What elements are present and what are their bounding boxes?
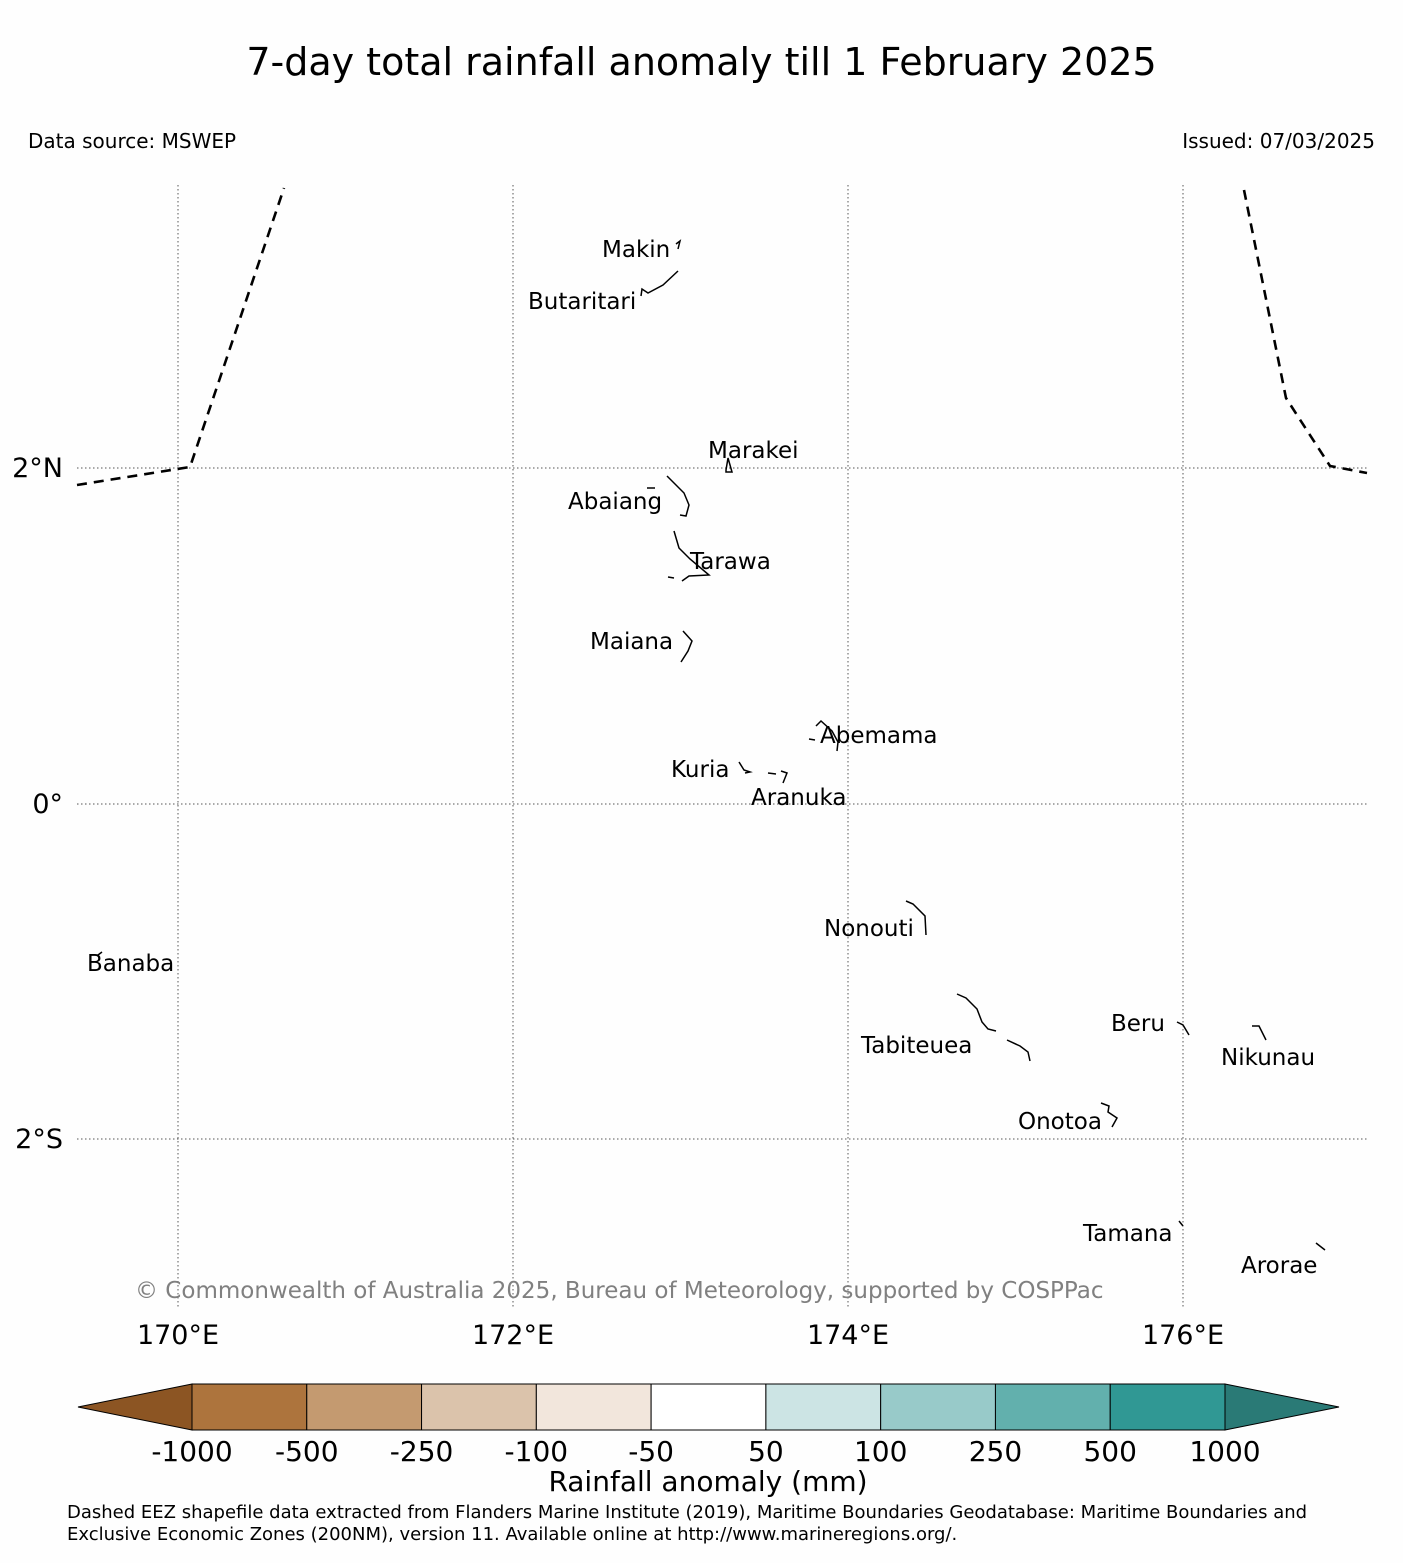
colorbar-tick-label: 100 [854,1435,907,1468]
island-label-arorae: Arorae [1241,1253,1317,1279]
island-outline-butaritari [640,270,679,297]
lon-tick-label: 174°E [807,1320,889,1351]
island-label-nikunau: Nikunau [1221,1045,1315,1071]
island-labels: Makin Butaritari Marakei Abaiang Tarawa … [87,237,1317,1279]
footnote: Dashed EEZ shapefile data extracted from… [67,1502,1397,1546]
colorbar: -1000 -500 -250 -100 -50 50 100 250 500 1000 Rain… [77,1383,1340,1498]
colorbar-extend-high [1224,1383,1340,1431]
lat-tick-label: 0° [32,789,63,820]
colorbar-segment [535,1383,652,1431]
footnote-line: Dashed EEZ shapefile data extracted from… [67,1502,1308,1523]
colorbar-segment [1109,1383,1226,1431]
island-label-maiana: Maiana [590,629,673,655]
island-outline-maiana [680,630,693,663]
island-outline-nonouti [905,900,927,936]
colorbar-tick-label: -250 [390,1435,454,1468]
copyright-notice: © Commonwealth of Australia 2025, Bureau… [135,1278,1104,1304]
island-outline-nikunau [1252,1025,1267,1041]
island-outline-arorae [1315,1242,1326,1251]
island-label-makin: Makin [602,237,670,263]
colorbar-tick-label: -500 [275,1435,339,1468]
island-outlines [97,239,1326,1251]
lat-tick-label: 2°N [12,453,63,484]
colorbar-extend-low [77,1383,193,1431]
colorbar-tick-label: 1000 [1189,1435,1260,1468]
island-label-banaba: Banaba [87,951,174,977]
colorbar-tick-label: -50 [628,1435,674,1468]
eez-boundary-east [1242,189,1368,475]
colorbar-segment [994,1383,1111,1431]
island-outline-aranuka [767,770,788,784]
colorbar-segment [650,1383,767,1431]
eez-boundary-west [76,187,286,487]
island-label-aranuka: Aranuka [751,785,846,811]
colorbar-tick-label: -100 [505,1435,569,1468]
island-label-abemama: Abemama [820,723,937,749]
colorbar-tick-label: 250 [969,1435,1022,1468]
issued-date-label: Issued: 07/03/2025 [1182,129,1375,153]
eez-boundary [76,187,1368,487]
colorbar-tick-label: 500 [1083,1435,1136,1468]
lat-tick-label: 2°S [15,1124,63,1155]
colorbar-segment [880,1383,996,1431]
colorbar-tick-label: 50 [748,1435,784,1468]
island-outline-tabiteuea [956,993,1031,1062]
colorbar-segment [306,1383,423,1431]
island-label-marakei: Marakei [708,438,799,464]
island-label-butaritari: Butaritari [528,289,636,315]
lon-tick-label: 172°E [472,1320,554,1351]
island-label-abaiang: Abaiang [568,489,662,515]
longitude-ticks: 170°E 172°E 174°E 176°E [137,1320,1224,1351]
colorbar-segment [765,1383,882,1431]
island-label-nonouti: Nonouti [824,916,914,942]
lon-tick-label: 176°E [1142,1320,1224,1351]
island-outline-tamana [1178,1220,1184,1227]
island-outline-tarawa [667,530,711,582]
data-source-label: Data source: MSWEP [28,129,237,153]
island-outline-abaiang [647,475,690,517]
island-outline-marakei [725,457,733,473]
island-label-onotoa: Onotoa [1018,1109,1102,1135]
map-grid [77,185,1367,1308]
island-label-tamana: Tamana [1082,1221,1173,1247]
colorbar-segment [191,1383,308,1431]
island-outline-kuria [738,761,753,774]
colorbar-title: Rainfall anomaly (mm) [548,1465,867,1498]
colorbar-segment [421,1383,537,1431]
footnote-line: Exclusive Economic Zones (200NM), versio… [67,1524,958,1545]
island-outline-makin [675,239,682,250]
lon-tick-label: 170°E [137,1320,219,1351]
island-outline-beru [1176,1021,1190,1036]
latitude-ticks: 2°N 0° 2°S [12,453,63,1155]
island-label-kuria: Kuria [671,757,729,783]
colorbar-tick-label: -1000 [151,1435,232,1468]
island-outline-banaba [97,951,103,956]
island-label-tabiteuea: Tabiteuea [860,1033,972,1059]
island-outline-abemama [808,719,839,752]
island-outline-onotoa [1100,1102,1118,1128]
map-title: 7-day total rainfall anomaly till 1 Febr… [246,40,1157,84]
island-label-tarawa: Tarawa [689,549,771,575]
island-label-beru: Beru [1111,1011,1165,1037]
